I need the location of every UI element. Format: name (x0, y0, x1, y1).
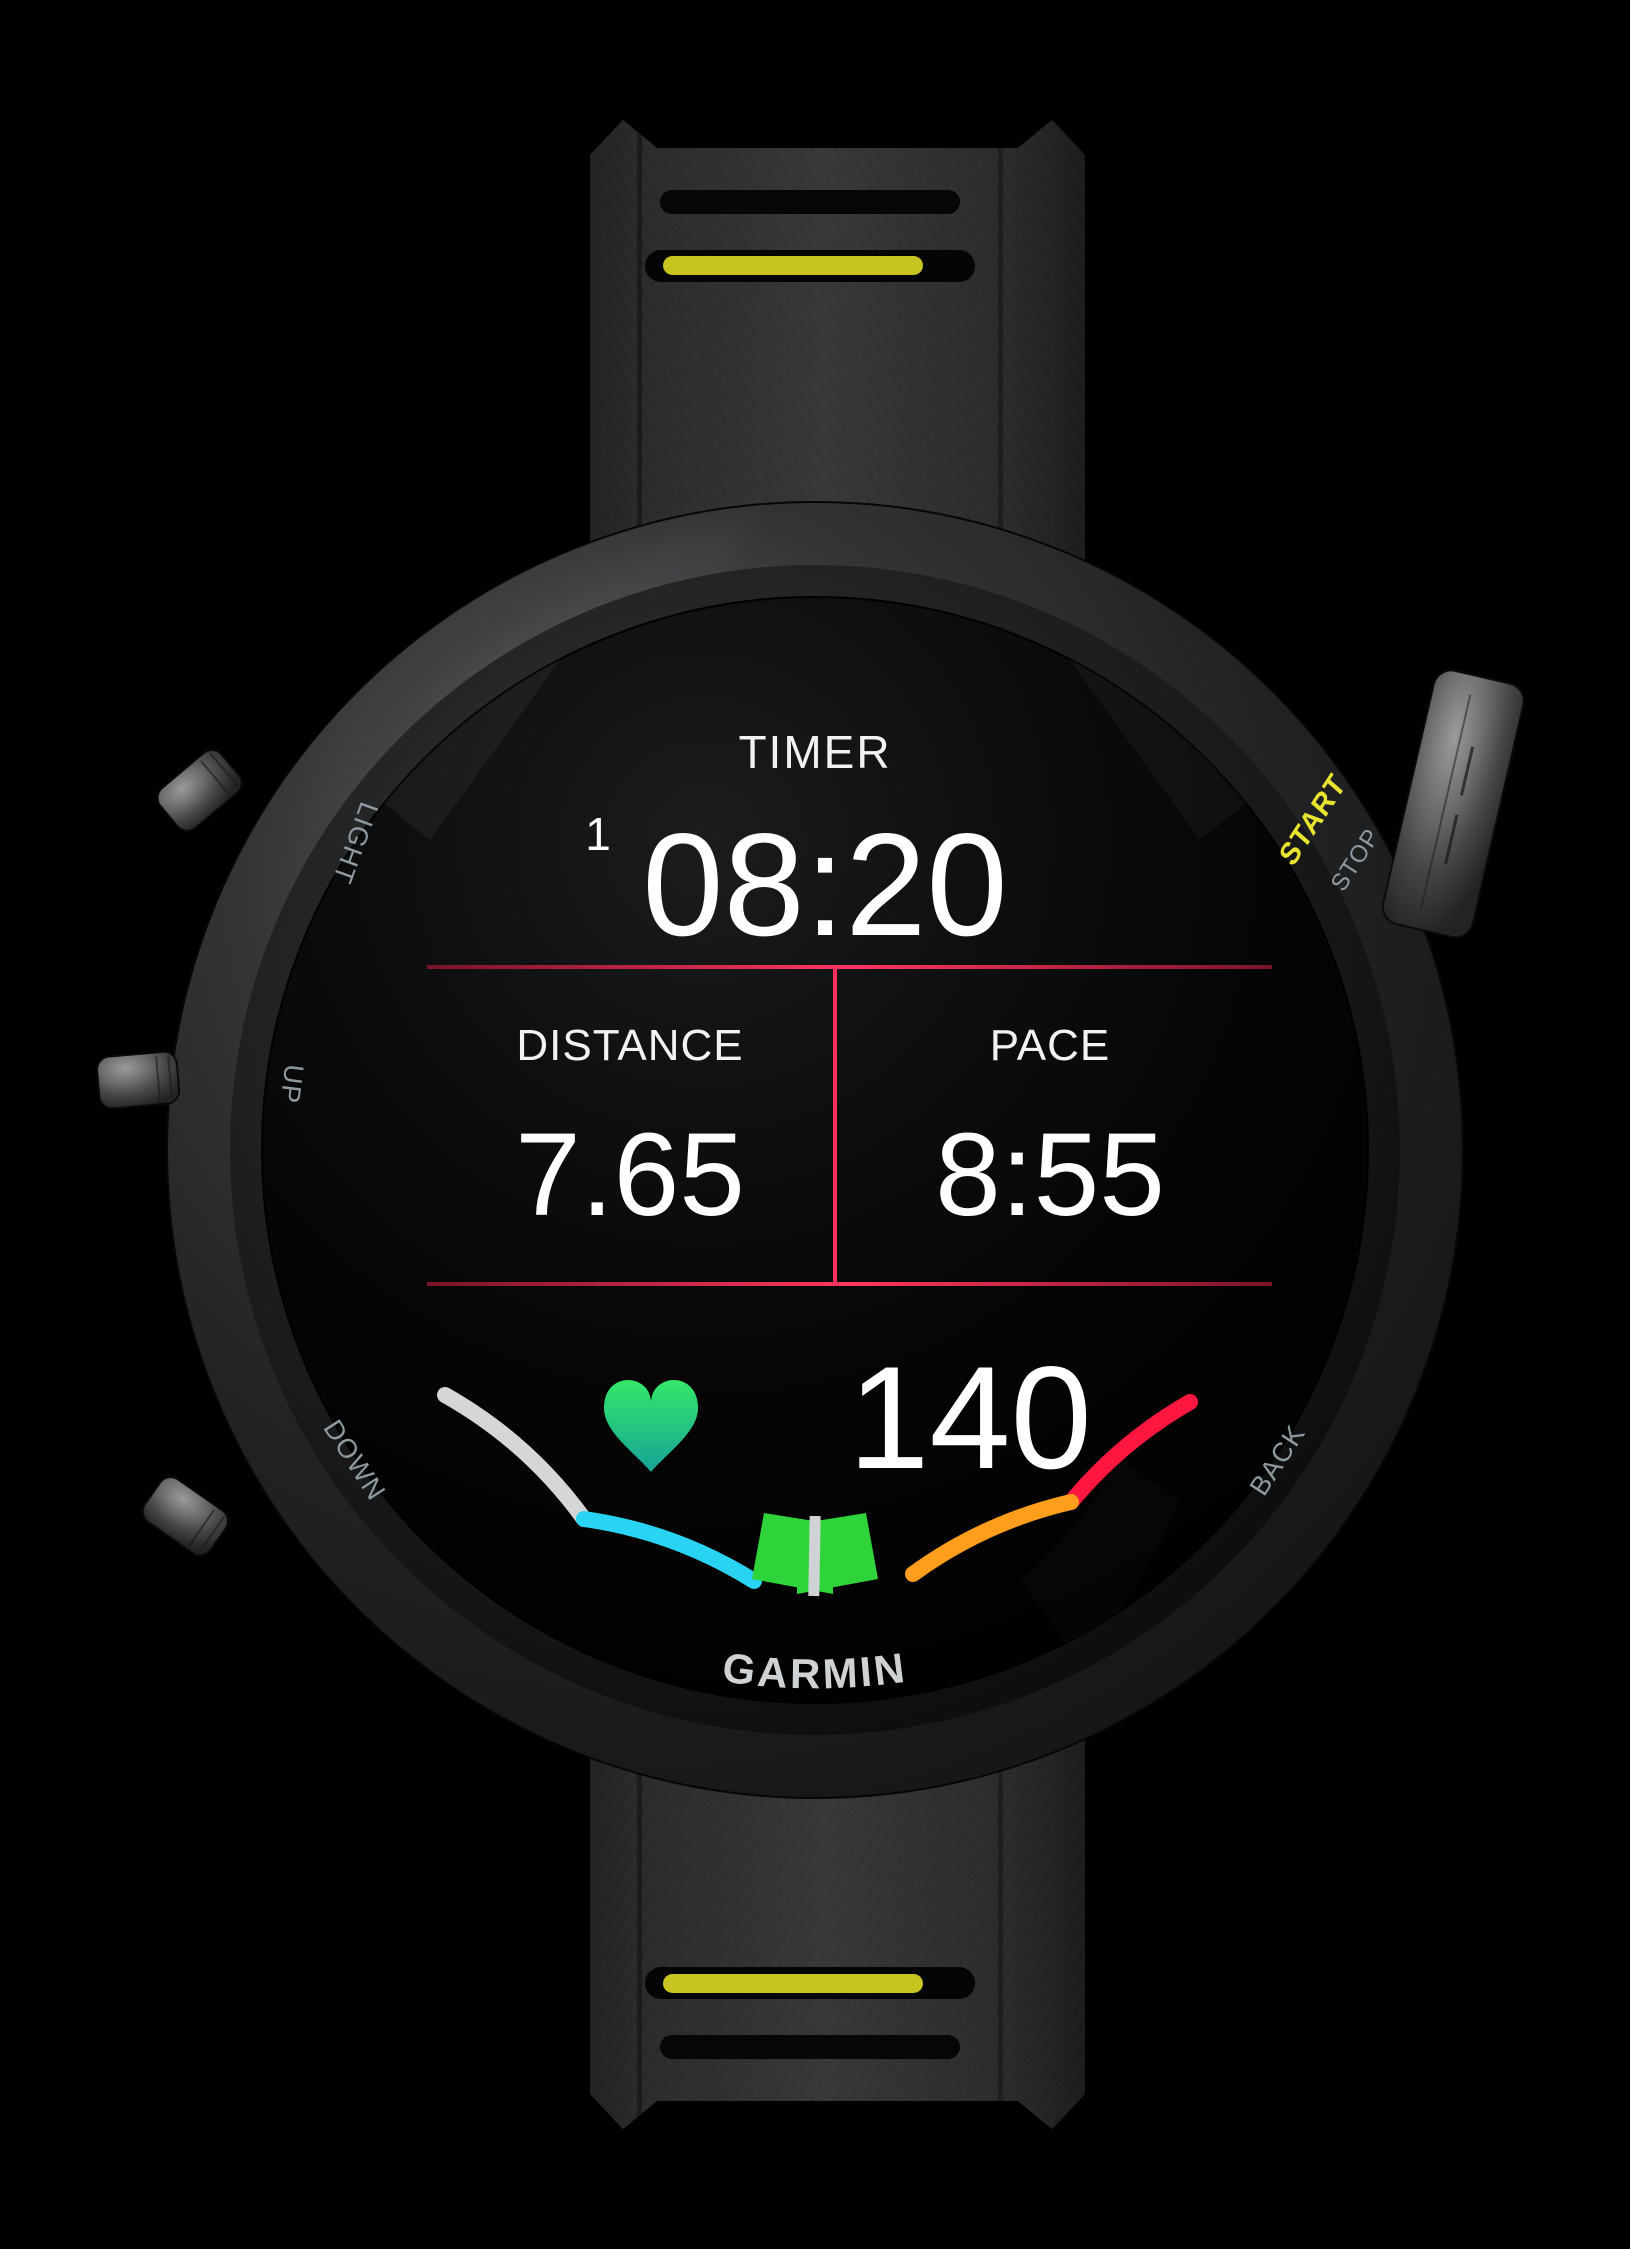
svg-text:GARMIN: GARMIN (720, 1644, 910, 1698)
svg-text:140: 140 (848, 1336, 1092, 1499)
svg-text:PACE: PACE (990, 1021, 1111, 1070)
svg-text:7.65: 7.65 (515, 1109, 745, 1241)
svg-text:1: 1 (585, 808, 611, 860)
svg-text:DISTANCE: DISTANCE (516, 1021, 743, 1070)
svg-text:08:20: 08:20 (642, 803, 1007, 966)
svg-text:TIMER: TIMER (738, 726, 891, 778)
svg-text:UP: UP (275, 1063, 310, 1106)
svg-text:8:55: 8:55 (935, 1109, 1165, 1241)
